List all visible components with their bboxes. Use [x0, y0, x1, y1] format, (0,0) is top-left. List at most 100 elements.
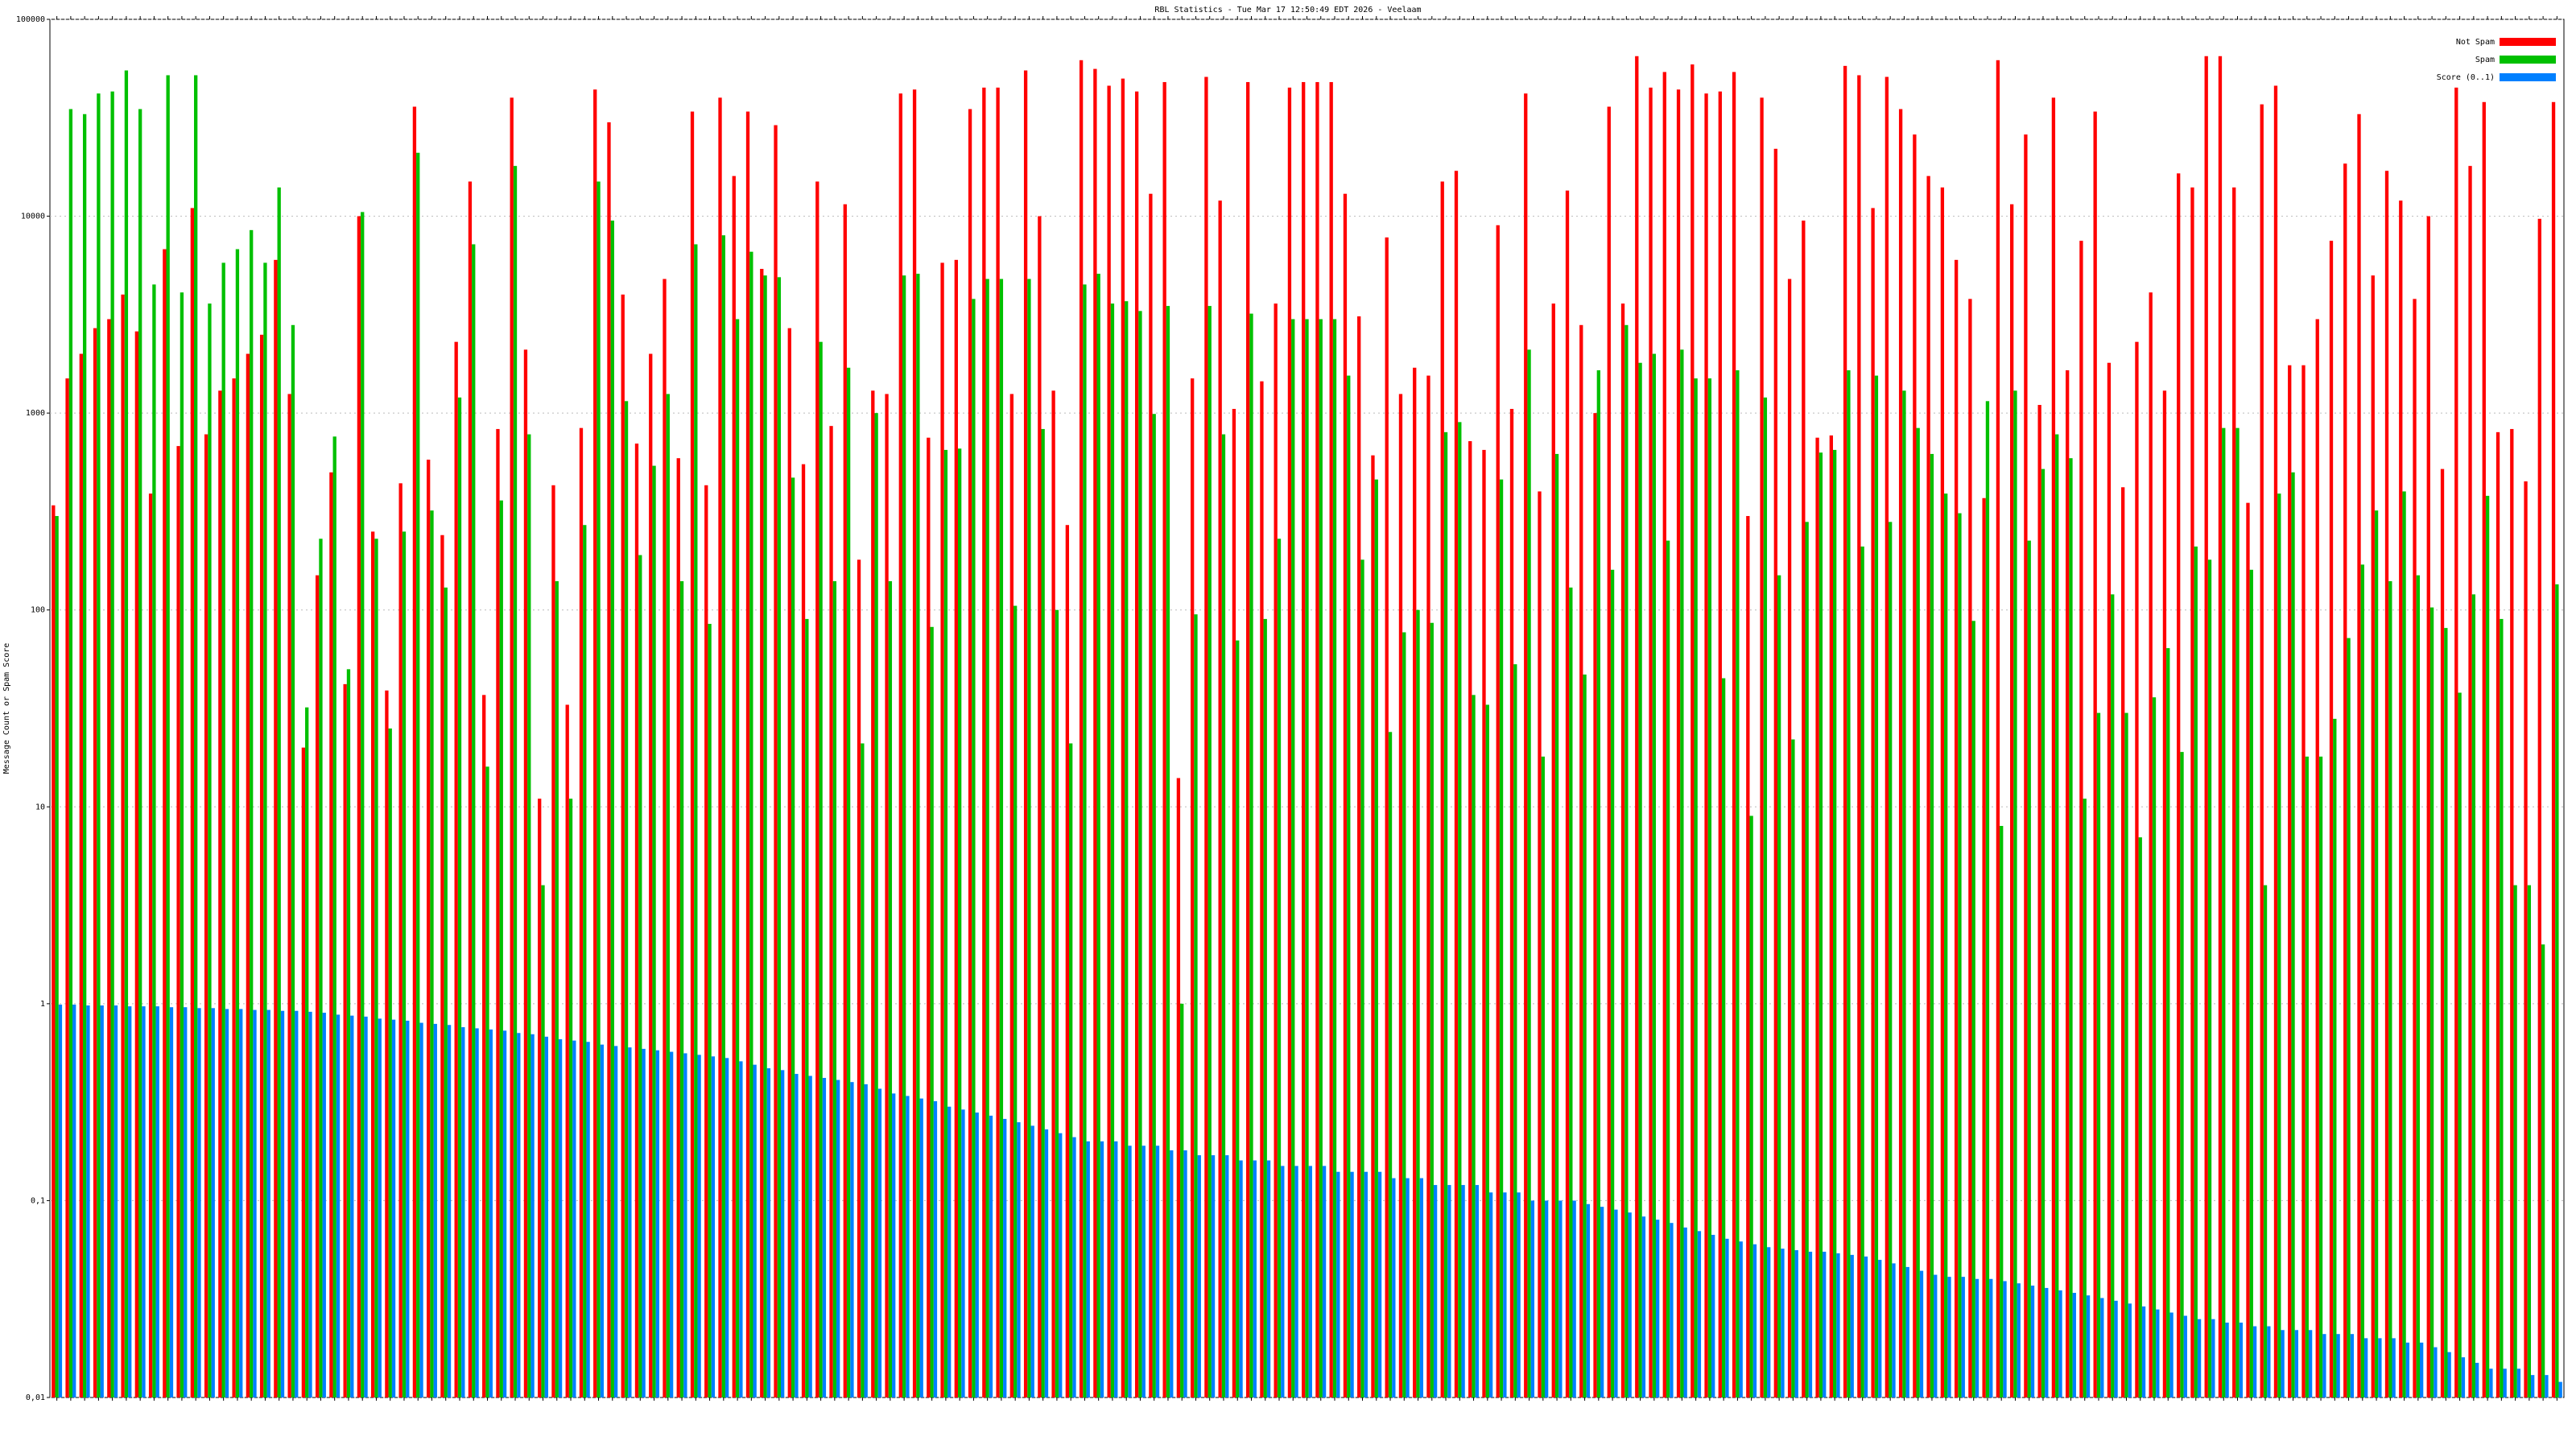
bar [850, 1082, 854, 1397]
bar [2000, 825, 2004, 1397]
bar [1565, 190, 1570, 1397]
bar [975, 1113, 979, 1397]
bar [1961, 1277, 1965, 1397]
bar [1823, 1251, 1827, 1397]
bar [690, 111, 695, 1397]
bar [472, 244, 476, 1397]
bar [1975, 1278, 1979, 1397]
bar [2124, 712, 2128, 1397]
bar [124, 70, 129, 1397]
bar [1649, 87, 1653, 1397]
bar [1204, 76, 1208, 1397]
bar [1843, 65, 1847, 1397]
bar [735, 319, 740, 1397]
bar [745, 111, 750, 1397]
bar [305, 707, 309, 1397]
bar [1051, 390, 1055, 1397]
bar [697, 1055, 701, 1397]
legend-label: Spam [2475, 56, 2495, 64]
bar [2190, 187, 2194, 1398]
bar [774, 125, 778, 1398]
bar [676, 458, 680, 1397]
bar [2444, 628, 2448, 1397]
bar [1430, 622, 1434, 1397]
bar [708, 623, 712, 1397]
bar [2308, 1330, 2313, 1397]
bar [544, 1036, 548, 1397]
bar [2252, 1326, 2257, 1397]
bar [1027, 279, 1031, 1397]
bar [933, 1100, 938, 1397]
bar [888, 580, 893, 1397]
bar [2177, 173, 2181, 1397]
bar [68, 109, 73, 1397]
bar [1294, 1166, 1298, 1397]
bar [2072, 1293, 2076, 1397]
bar [496, 428, 500, 1397]
bar [972, 299, 976, 1397]
bar [2551, 101, 2556, 1397]
bar [1121, 78, 1125, 1398]
chart-title: RBL Statistics - Tue Mar 17 12:50:49 EDT… [1154, 6, 1421, 14]
bar [482, 695, 486, 1397]
bar [2149, 292, 2153, 1397]
bar [1239, 1160, 1243, 1397]
bar [2111, 594, 2115, 1397]
bar [801, 464, 806, 1397]
bar [892, 1093, 896, 1397]
bar [1781, 1249, 1785, 1397]
bar [1305, 319, 1309, 1397]
bar [1767, 1247, 1771, 1397]
bar [568, 799, 573, 1397]
bar [2531, 1375, 2535, 1397]
bar [1055, 609, 1059, 1397]
y-tick-label: 1 [40, 1000, 45, 1009]
bar [52, 505, 56, 1397]
bar [2440, 469, 2445, 1397]
bar [1141, 1146, 1146, 1397]
bar [864, 1084, 868, 1397]
legend-label: Not Spam [2456, 38, 2495, 47]
bar [1093, 68, 1097, 1397]
bar [1468, 441, 1472, 1397]
bar [1336, 1171, 1340, 1397]
bar [2180, 752, 2184, 1397]
bar [301, 747, 306, 1397]
bar [2135, 341, 2139, 1397]
bar [538, 799, 542, 1397]
bar [2277, 493, 2281, 1398]
bar [1860, 546, 1864, 1397]
bar [121, 294, 125, 1397]
bar [787, 328, 791, 1398]
bar [1392, 1178, 1396, 1397]
bar [1503, 1192, 1507, 1397]
bar [166, 75, 170, 1397]
bar [1114, 1141, 1118, 1397]
bar [732, 175, 736, 1397]
bar [2318, 756, 2323, 1397]
bar [1225, 1155, 1229, 1397]
bar [250, 229, 254, 1398]
bar [1125, 301, 1129, 1397]
bar [1221, 434, 1226, 1397]
y-tick-label: 0,1 [31, 1196, 45, 1205]
bar [2003, 1281, 2007, 1397]
bar [780, 1070, 785, 1397]
bar [1009, 394, 1014, 1398]
bar [1377, 1171, 1382, 1397]
bar [1628, 1212, 1632, 1397]
bar [239, 1009, 243, 1397]
bar [927, 437, 931, 1398]
bar [607, 122, 611, 1397]
bar [1934, 1274, 1938, 1397]
bar [1419, 1178, 1424, 1397]
bar [2516, 1368, 2521, 1397]
bar [2291, 472, 2295, 1398]
bar [419, 1022, 423, 1397]
bar [1850, 1254, 1854, 1397]
bar [1496, 225, 1500, 1397]
bar [1454, 171, 1459, 1397]
bar [1676, 89, 1681, 1397]
bar [315, 575, 320, 1397]
bar [517, 1033, 521, 1397]
